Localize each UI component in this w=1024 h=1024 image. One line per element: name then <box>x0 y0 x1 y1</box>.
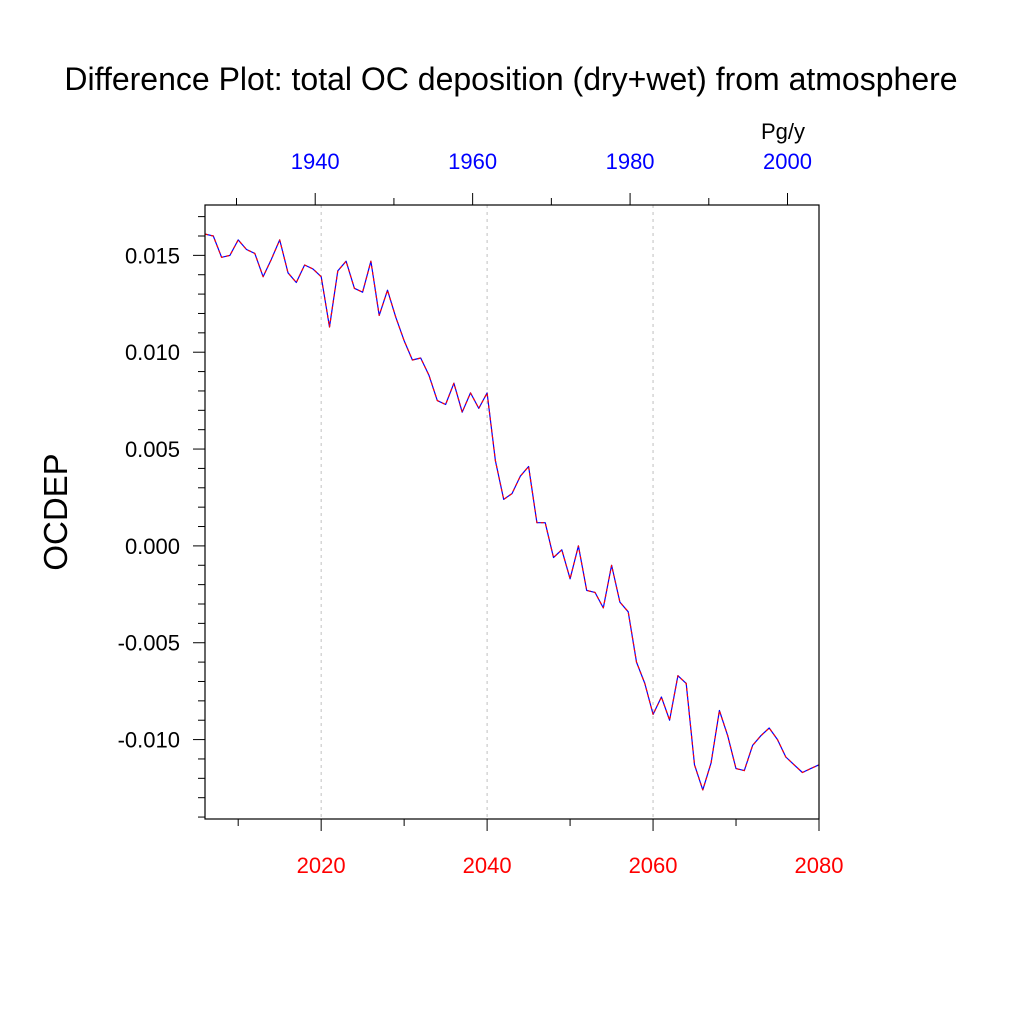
y-tick-label: 0.010 <box>125 340 180 365</box>
tick-label-layer: 2020 2040 2060 2080 1940 1960 1980 2000 0.015 0.0… <box>118 149 844 878</box>
data-line-layer <box>204 233 820 791</box>
chart-title: Difference Plot: total OC deposition (dr… <box>64 61 957 97</box>
y-tick-label: 0.015 <box>125 243 180 268</box>
x-bottom-tick-label: 2020 <box>297 853 346 878</box>
data-line-secondary <box>204 233 820 791</box>
y-tick-label: -0.005 <box>118 631 180 656</box>
y-tick-label: 0.005 <box>125 437 180 462</box>
x-top-tick-label: 2000 <box>763 149 812 174</box>
grid-layer <box>320 205 654 819</box>
x-bottom-tick-label: 2040 <box>463 853 512 878</box>
x-top-tick-label: 1940 <box>291 149 340 174</box>
y-axis-label: OCDEP <box>37 453 74 570</box>
x-bottom-tick-label: 2060 <box>629 853 678 878</box>
plot-frame <box>204 204 820 820</box>
data-line-primary <box>204 233 820 791</box>
x-top-tick-label: 1960 <box>448 149 497 174</box>
units-label: Pg/y <box>761 119 805 144</box>
y-tick-label: -0.010 <box>118 728 180 753</box>
y-tick-label: 0.000 <box>125 534 180 559</box>
x-top-tick-label: 1980 <box>606 149 655 174</box>
x-bottom-tick-label: 2080 <box>795 853 844 878</box>
tick-layer <box>193 193 820 831</box>
